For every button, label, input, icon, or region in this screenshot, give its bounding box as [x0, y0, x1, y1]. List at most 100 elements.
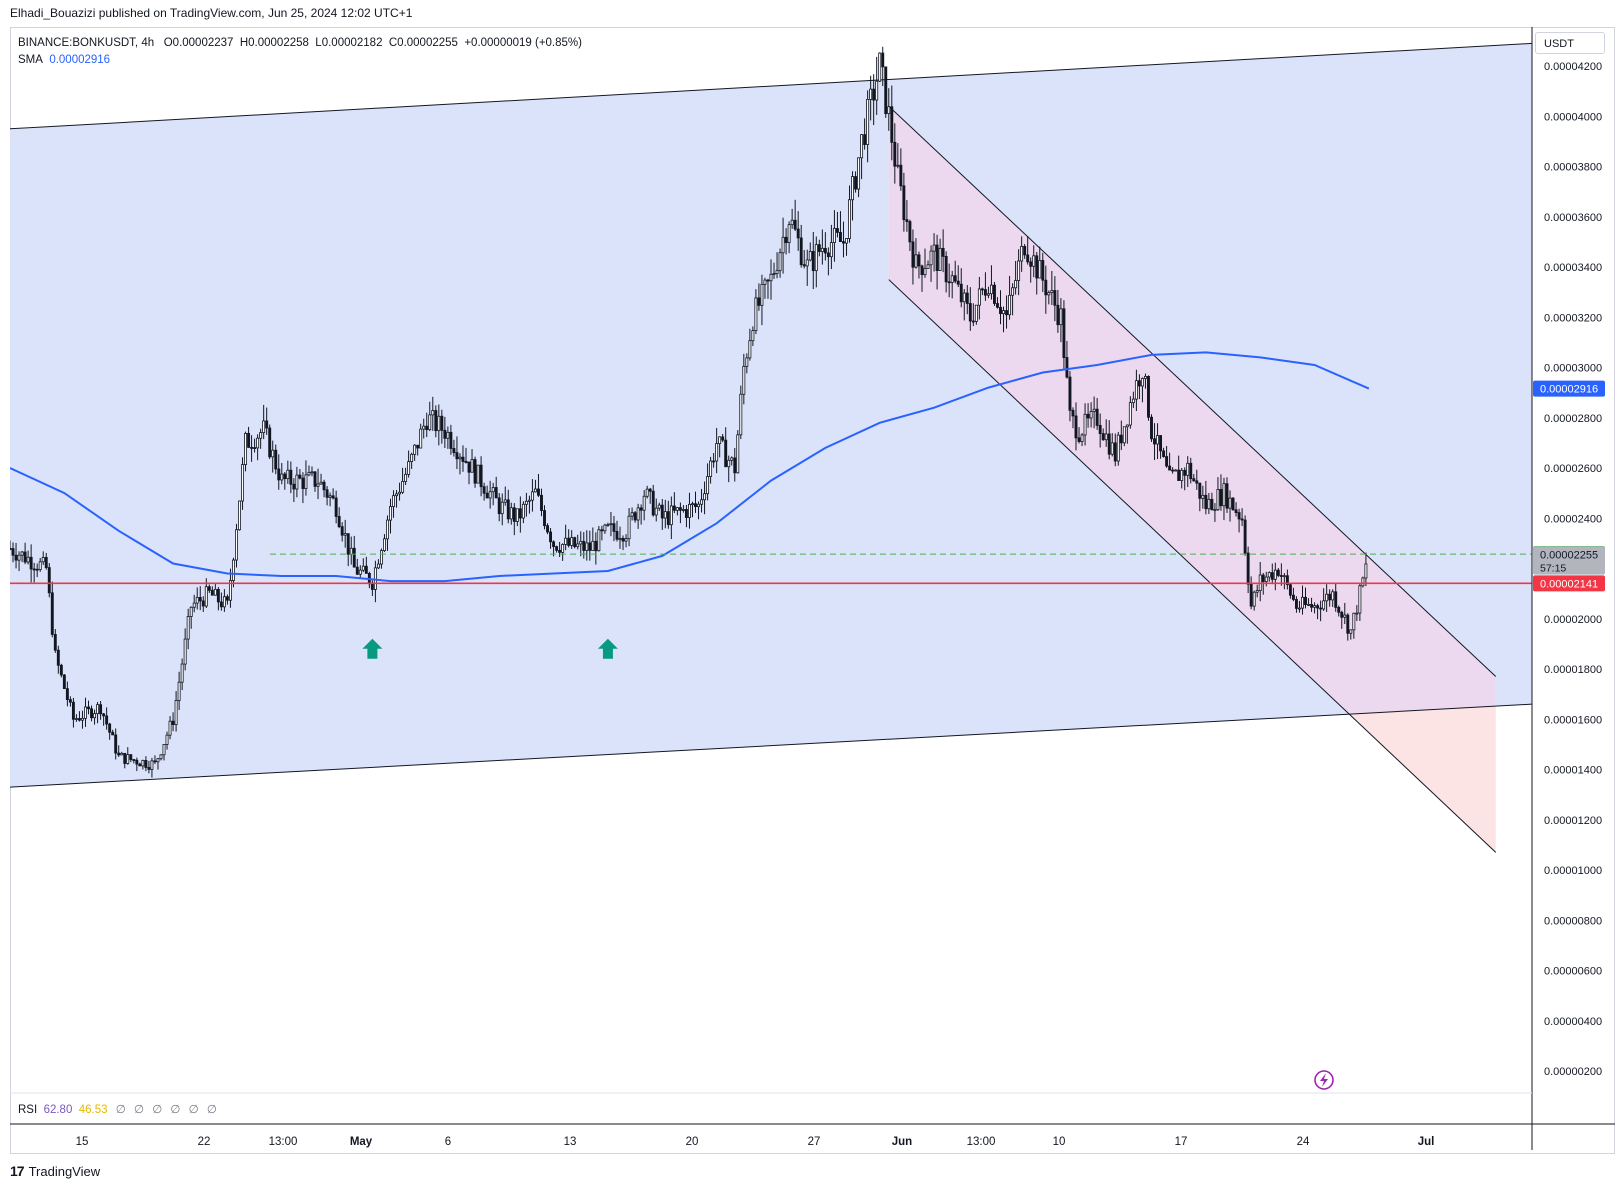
candle-body	[204, 586, 208, 607]
price-badge[interactable]	[1533, 380, 1605, 397]
arrow-up-icon[interactable]	[597, 638, 618, 659]
price-badge[interactable]	[1533, 546, 1605, 575]
candle-body	[929, 250, 933, 266]
candle	[416, 444, 420, 456]
candle	[802, 250, 806, 269]
legend-low: 0.00002182	[321, 37, 383, 49]
legend-high: 0.00002258	[248, 37, 309, 49]
candle	[890, 85, 894, 161]
candle	[105, 707, 109, 730]
candle	[860, 134, 864, 180]
candle-body	[1110, 442, 1114, 455]
candle	[1364, 552, 1368, 587]
candle	[337, 507, 341, 529]
candle	[893, 123, 897, 184]
candle	[250, 435, 254, 462]
candle-body	[50, 592, 54, 635]
candle-body	[965, 292, 969, 304]
candle	[775, 252, 779, 279]
candle	[763, 277, 767, 299]
candle-body	[473, 459, 477, 484]
candle	[225, 594, 229, 605]
candle-body	[443, 429, 447, 439]
candle	[364, 556, 368, 574]
time-tick-label: 27	[808, 1136, 821, 1148]
candle-body	[962, 292, 966, 303]
descending-channel-upper-line[interactable]	[888, 105, 1497, 677]
candle-body	[811, 251, 815, 272]
ascending-channel-upper-line[interactable]	[10, 42, 1532, 130]
candle-body	[977, 288, 981, 306]
candle-body	[941, 247, 945, 257]
candle	[1140, 377, 1144, 403]
candle-body	[1304, 596, 1307, 606]
candle-body	[893, 141, 897, 167]
candle-body	[561, 544, 565, 553]
candle	[787, 221, 791, 254]
candle	[778, 248, 782, 278]
candle-body	[361, 565, 365, 571]
candle	[1156, 423, 1159, 460]
candle	[485, 485, 489, 499]
candle-body	[506, 499, 510, 520]
candle	[570, 530, 574, 549]
price-badge[interactable]	[1533, 575, 1605, 592]
legend-row-sma[interactable]: SMA 0.00002916	[18, 52, 582, 69]
candle	[642, 490, 646, 521]
candle-body	[869, 88, 873, 100]
candle-body	[1207, 498, 1211, 510]
candle	[500, 493, 504, 526]
sma-line[interactable]	[10, 351, 1370, 583]
candle	[111, 729, 115, 736]
arrow-up-icon[interactable]	[362, 638, 383, 659]
candle-body	[1325, 593, 1329, 602]
candle-body	[425, 425, 429, 431]
candle-body	[1255, 590, 1259, 593]
candle	[56, 645, 60, 674]
candle	[1171, 467, 1175, 474]
currency-selector[interactable]: USDT	[1535, 32, 1605, 54]
ascending-channel-lower-line[interactable]	[10, 703, 1532, 788]
candle	[1083, 403, 1087, 446]
candle-body	[633, 512, 637, 521]
candle	[310, 466, 314, 477]
candle-body	[666, 511, 670, 526]
candle-body	[395, 493, 398, 497]
sma-label: SMA	[18, 54, 43, 66]
candle-body	[636, 507, 640, 521]
candle	[694, 491, 697, 513]
legend-close: 0.00002255	[397, 37, 458, 49]
candle-body	[860, 134, 864, 159]
candle	[697, 501, 700, 520]
candle	[422, 418, 426, 439]
tradingview-logo[interactable]: 17 TradingView	[10, 1163, 101, 1179]
candle-body	[1243, 519, 1247, 554]
candle	[434, 405, 438, 438]
descending-channel-lower-line[interactable]	[888, 279, 1497, 853]
candle	[974, 304, 978, 325]
candle-body	[32, 568, 36, 571]
candle-body	[292, 483, 296, 490]
candle-body	[189, 606, 193, 617]
candle	[573, 536, 577, 549]
candle-body	[277, 468, 281, 481]
candle-body	[1095, 408, 1099, 426]
lightning-icon[interactable]	[1314, 1070, 1334, 1090]
candle-body	[461, 456, 465, 462]
candle	[455, 436, 459, 470]
sma-value: 0.00002916	[49, 54, 111, 66]
candle	[32, 562, 36, 583]
candle-body	[1077, 437, 1081, 442]
candle-body	[458, 456, 462, 460]
rsi-legend[interactable]: RSI 62.80 46.53 ∅ ∅ ∅ ∅ ∅ ∅	[18, 1102, 217, 1116]
candle-body	[138, 763, 142, 767]
candle	[594, 532, 598, 565]
candle-body	[691, 503, 694, 506]
candle	[555, 545, 559, 553]
candle	[135, 757, 139, 772]
candle-body	[712, 460, 716, 463]
descending-channel-fill	[888, 106, 1496, 788]
candle	[1029, 257, 1033, 283]
candle-body	[1349, 629, 1353, 634]
